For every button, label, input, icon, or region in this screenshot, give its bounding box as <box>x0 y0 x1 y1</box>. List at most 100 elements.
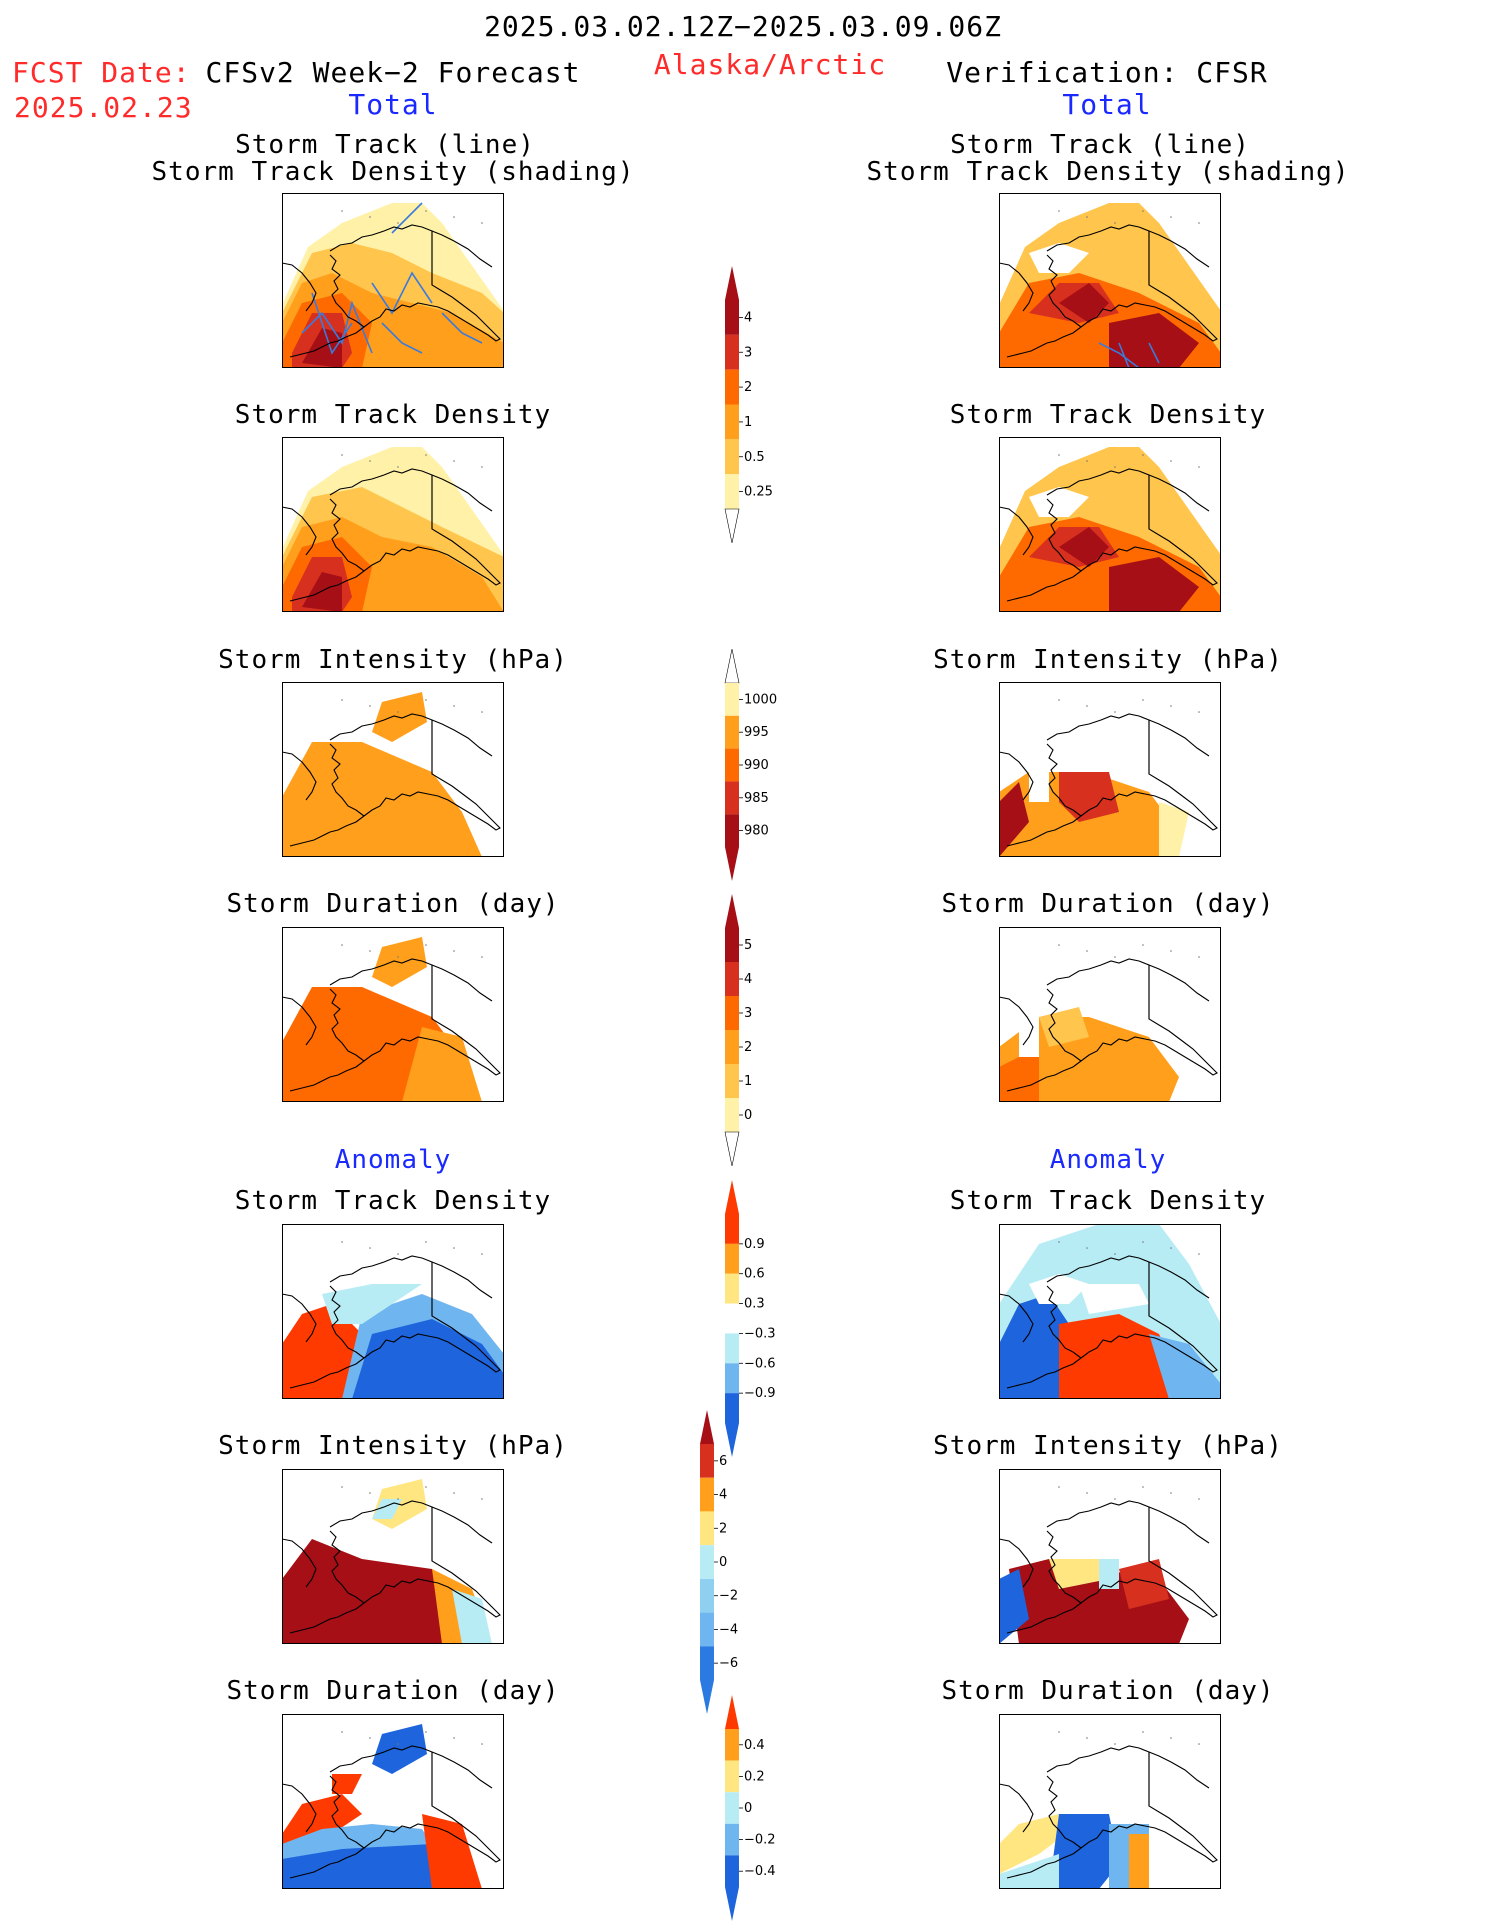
graticule-mark <box>425 454 427 456</box>
colorbar-tick-label: 3 <box>744 345 752 360</box>
graticule-mark <box>481 1498 483 1500</box>
coastline <box>289 1076 331 1092</box>
colorbar-segment <box>725 1363 739 1394</box>
verification-title: Verification: CFSR <box>946 56 1268 89</box>
colorbar-tick-label: 6 <box>719 1454 727 1469</box>
map-panel-left-anom-density <box>282 1224 504 1399</box>
left-density-title: Storm Track Density <box>234 400 552 430</box>
colorbar-segment <box>725 404 739 440</box>
graticule-mark <box>1170 216 1172 218</box>
colorbar-segment <box>725 814 739 847</box>
graticule-mark <box>481 711 483 713</box>
colorbar-segment <box>725 1214 739 1244</box>
colorbar-tick-label: −4 <box>719 1622 738 1637</box>
shaded-region <box>402 1027 482 1102</box>
graticule-mark <box>1058 699 1060 701</box>
colorbar-segment <box>725 1064 739 1098</box>
graticule-mark <box>453 216 455 218</box>
colorbar-segment <box>725 962 739 996</box>
map-panel-left-anom-intensity <box>282 1469 504 1644</box>
colorbar-tick-label: 0.25 <box>744 485 773 500</box>
right-track-title-2: Storm Track Density (shading) <box>866 157 1350 187</box>
colorbar-tick-label: 0 <box>744 1108 752 1123</box>
coastline <box>1006 831 1048 847</box>
graticule-mark <box>453 705 455 707</box>
graticule-mark <box>1086 950 1088 952</box>
coastline <box>1046 224 1218 344</box>
coastline <box>289 1373 331 1389</box>
coastline <box>431 1261 493 1299</box>
map-svg <box>282 937 501 1102</box>
colorbar-segment <box>725 781 739 815</box>
colorbar-intensity: 1000 995 990 985 980 <box>724 648 777 881</box>
map-svg <box>999 944 1218 1102</box>
graticule-mark <box>1198 956 1200 958</box>
left-anom-density-title: Storm Track Density <box>234 1186 552 1216</box>
colorbar-segment <box>725 300 739 335</box>
colorbar-track-density: 4 3 2 1 0.5 0.25 <box>724 266 773 544</box>
coastline <box>999 1783 1034 1833</box>
colorbar-segment <box>725 1030 739 1064</box>
colorbar-segment <box>725 715 739 749</box>
coastline <box>329 958 501 1078</box>
colorbar-top-arrow <box>725 1695 739 1729</box>
graticule-mark <box>397 1498 399 1500</box>
shaded-region <box>322 1284 422 1324</box>
graticule-mark <box>1058 1241 1060 1243</box>
right-intensity-title: Storm Intensity (hPa) <box>933 645 1283 675</box>
colorbar-tick-label: 980 <box>744 824 769 839</box>
graticule-mark <box>1170 1737 1172 1739</box>
right-anom-duration-title: Storm Duration (day) <box>941 1676 1275 1706</box>
colorbar-segment <box>725 1760 739 1793</box>
colorbar-segment <box>725 683 739 716</box>
coastline <box>1148 1261 1210 1299</box>
fcst-date-label: FCST Date: <box>12 56 191 89</box>
colorbar-tick-label: 4 <box>744 310 752 325</box>
graticule-mark <box>1114 1498 1116 1500</box>
region-label: Alaska/Arctic <box>653 48 887 81</box>
colorbar-segment <box>700 1511 714 1546</box>
graticule-mark <box>1142 210 1144 212</box>
colorbar-top-arrow <box>725 266 739 300</box>
coastline <box>999 1538 1034 1588</box>
colorbar-tick-label: −6 <box>719 1656 738 1671</box>
map-svg <box>282 202 504 368</box>
coastline <box>1006 1373 1048 1389</box>
coastline <box>1148 1506 1210 1544</box>
coastline <box>431 719 493 757</box>
graticule-mark <box>341 699 343 701</box>
shaded-region <box>1049 1559 1109 1589</box>
colorbar-segment <box>700 1545 714 1579</box>
left-duration-title: Storm Duration (day) <box>226 889 560 919</box>
graticule-mark <box>481 222 483 224</box>
coastline <box>1006 1618 1048 1634</box>
shaded-region <box>1149 1334 1221 1399</box>
colorbar-anom-density: 0.9 0.6 0.3 −0.3 −0.6 −0.9 <box>725 1180 776 1457</box>
shaded-region <box>302 328 342 368</box>
coastline <box>1046 958 1218 1078</box>
graticule-mark <box>341 454 343 456</box>
left-track-title-2: Storm Track Density (shading) <box>151 157 635 187</box>
graticule-mark <box>1114 956 1116 958</box>
storm-track-lines <box>301 202 483 355</box>
colorbar-segment <box>725 928 739 962</box>
colorbar-segment <box>725 1303 739 1334</box>
colorbar-tick-label: 0.6 <box>744 1267 765 1282</box>
coastline <box>431 474 493 512</box>
map-panel-left-density <box>282 437 504 612</box>
colorbar-segment <box>725 369 739 405</box>
graticule-mark <box>481 956 483 958</box>
graticule-mark <box>1058 944 1060 946</box>
graticule-mark <box>453 1737 455 1739</box>
graticule-mark <box>1198 711 1200 713</box>
map-panel-right-intensity <box>999 682 1221 857</box>
graticule-mark <box>1058 1486 1060 1488</box>
colorbar-segment <box>725 439 739 475</box>
storm-track-lines <box>1098 342 1160 368</box>
colorbar-top-arrow <box>724 648 740 684</box>
coastline <box>999 1293 1034 1343</box>
graticule-mark <box>341 944 343 946</box>
colorbar-bottom-arrow <box>725 1423 739 1457</box>
graticule-mark <box>425 1241 427 1243</box>
coastline <box>431 1751 493 1789</box>
